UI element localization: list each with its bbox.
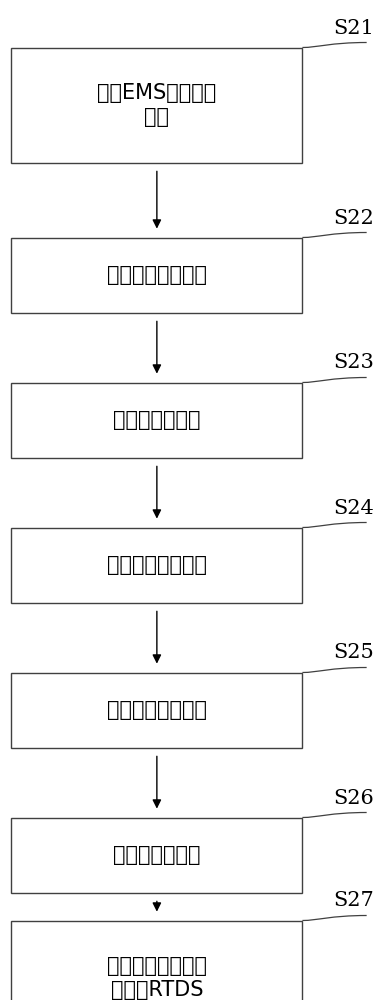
FancyBboxPatch shape xyxy=(11,920,302,1000)
FancyBboxPatch shape xyxy=(11,383,302,458)
FancyBboxPatch shape xyxy=(11,237,302,312)
Text: 生成第二配置文件: 生成第二配置文件 xyxy=(107,700,207,720)
Text: S21: S21 xyxy=(333,18,374,37)
Text: 获取EMS实时潮流
数据: 获取EMS实时潮流 数据 xyxy=(97,83,217,127)
Text: S24: S24 xyxy=(333,498,374,518)
Text: S23: S23 xyxy=(333,354,374,372)
FancyBboxPatch shape xyxy=(11,672,302,748)
FancyBboxPatch shape xyxy=(11,47,302,162)
Text: S26: S26 xyxy=(333,788,374,808)
Text: S22: S22 xyxy=(333,209,374,228)
Text: 传输至实时数字仿
真系统RTDS: 传输至实时数字仿 真系统RTDS xyxy=(107,956,207,1000)
Text: 进行状态估计计算: 进行状态估计计算 xyxy=(107,555,207,575)
FancyBboxPatch shape xyxy=(11,527,302,602)
Text: 生成第一配置文件: 生成第一配置文件 xyxy=(107,265,207,285)
Text: S25: S25 xyxy=(333,644,374,663)
Text: S27: S27 xyxy=(333,892,374,910)
Text: 第一次实时更新: 第一次实时更新 xyxy=(113,410,201,430)
Text: 第二次实时更新: 第二次实时更新 xyxy=(113,845,201,865)
FancyBboxPatch shape xyxy=(11,818,302,893)
